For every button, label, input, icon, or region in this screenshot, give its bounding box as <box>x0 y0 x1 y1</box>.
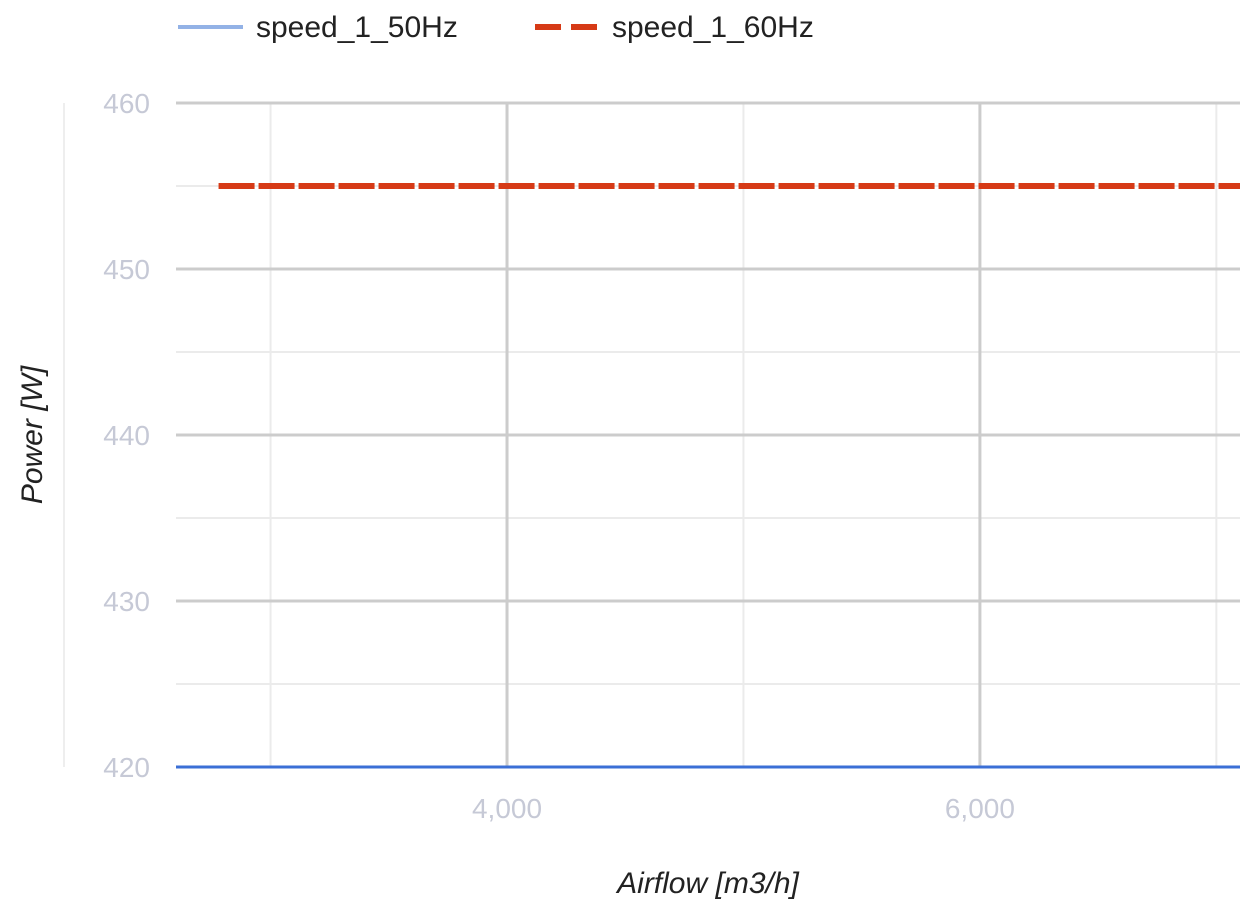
y-tick-label: 440 <box>103 420 150 451</box>
y-tick-label: 430 <box>103 586 150 617</box>
y-axis-title: Power [W] <box>16 365 49 504</box>
y-tick-label: 420 <box>103 752 150 783</box>
legend: speed_1_50Hz speed_1_60Hz <box>178 11 814 44</box>
grid-lines <box>176 101 1240 769</box>
legend-item-speed-1-50hz[interactable]: speed_1_50Hz <box>178 11 458 44</box>
x-tick-label: 4,000 <box>472 793 542 824</box>
legend-label-speed-1-60hz: speed_1_60Hz <box>612 11 814 44</box>
legend-label-speed-1-50hz: speed_1_50Hz <box>256 11 458 44</box>
y-axis-tick-labels: 420 430 440 450 460 <box>103 88 150 783</box>
y-tick-label: 450 <box>103 254 150 285</box>
x-axis-tick-labels: 4,000 6,000 <box>472 793 1015 824</box>
legend-item-speed-1-60hz[interactable]: speed_1_60Hz <box>535 11 814 44</box>
x-tick-label: 6,000 <box>945 793 1015 824</box>
y-tick-label: 460 <box>103 88 150 119</box>
series-lines <box>176 183 1240 769</box>
x-axis-title: Airflow [m3/h] <box>615 867 799 900</box>
